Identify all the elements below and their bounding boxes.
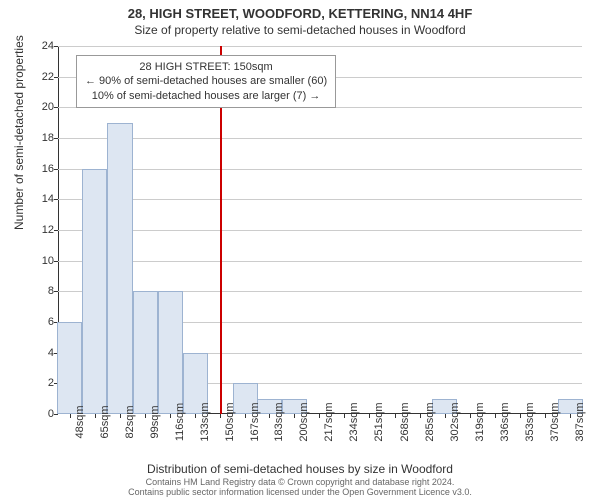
xtick-mark xyxy=(319,414,320,418)
xtick-mark xyxy=(470,414,471,418)
xtick-label: 234sqm xyxy=(348,402,360,441)
xtick-label: 217sqm xyxy=(323,402,335,441)
xtick-label: 302sqm xyxy=(449,402,461,441)
ytick-label: 2 xyxy=(30,377,54,389)
xtick-mark xyxy=(269,414,270,418)
xtick-mark xyxy=(344,414,345,418)
ytick-mark xyxy=(54,77,58,78)
bar xyxy=(158,291,183,414)
xtick-label: 268sqm xyxy=(399,402,411,441)
xtick-mark xyxy=(570,414,571,418)
chart-title-main: 28, HIGH STREET, WOODFORD, KETTERING, NN… xyxy=(0,0,600,21)
x-axis-label: Distribution of semi-detached houses by … xyxy=(0,462,600,476)
xtick-mark xyxy=(369,414,370,418)
gridline-h xyxy=(58,261,582,262)
bar xyxy=(57,322,82,414)
ytick-label: 14 xyxy=(30,193,54,205)
bar xyxy=(82,169,107,414)
y-axis-label: Number of semi-detached properties xyxy=(12,35,26,230)
xtick-label: 183sqm xyxy=(273,402,285,441)
xtick-label: 116sqm xyxy=(174,403,186,441)
license-line-1: Contains HM Land Registry data © Crown c… xyxy=(146,477,455,487)
ytick-mark xyxy=(54,261,58,262)
ytick-label: 6 xyxy=(30,316,54,328)
ytick-label: 18 xyxy=(30,132,54,144)
annotation-line-3: 10% of semi-detached houses are larger (… xyxy=(92,90,321,102)
gridline-h xyxy=(58,230,582,231)
annotation-line-1: 28 HIGH STREET: 150sqm xyxy=(139,61,272,73)
xtick-label: 167sqm xyxy=(249,402,261,441)
xtick-mark xyxy=(520,414,521,418)
xtick-mark xyxy=(395,414,396,418)
ytick-mark xyxy=(54,230,58,231)
xtick-label: 99sqm xyxy=(149,405,161,438)
xtick-mark xyxy=(70,414,71,418)
xtick-label: 65sqm xyxy=(99,405,111,438)
xtick-label: 319sqm xyxy=(474,402,486,441)
ytick-label: 4 xyxy=(30,347,54,359)
ytick-mark xyxy=(54,291,58,292)
xtick-label: 150sqm xyxy=(224,402,236,441)
xtick-mark xyxy=(445,414,446,418)
xtick-label: 133sqm xyxy=(199,402,211,441)
xtick-label: 370sqm xyxy=(549,402,561,441)
ytick-mark xyxy=(54,138,58,139)
annotation-box: 28 HIGH STREET: 150sqm ← 90% of semi-deta… xyxy=(76,55,336,108)
ytick-mark xyxy=(54,199,58,200)
chart-title-sub: Size of property relative to semi-detach… xyxy=(0,21,600,37)
gridline-h xyxy=(58,138,582,139)
ytick-label: 0 xyxy=(30,408,54,420)
xtick-mark xyxy=(220,414,221,418)
ytick-mark xyxy=(54,414,58,415)
xtick-mark xyxy=(145,414,146,418)
ytick-label: 12 xyxy=(30,224,54,236)
xtick-label: 48sqm xyxy=(74,405,86,438)
ytick-label: 24 xyxy=(30,40,54,52)
xtick-mark xyxy=(95,414,96,418)
xtick-mark xyxy=(120,414,121,418)
ytick-label: 22 xyxy=(30,71,54,83)
license-line-2: Contains public sector information licen… xyxy=(128,487,472,497)
xtick-mark xyxy=(195,414,196,418)
ytick-label: 16 xyxy=(30,163,54,175)
ytick-label: 10 xyxy=(30,255,54,267)
gridline-h xyxy=(58,199,582,200)
gridline-h xyxy=(58,169,582,170)
xtick-label: 285sqm xyxy=(424,402,436,441)
xtick-mark xyxy=(170,414,171,418)
gridline-h xyxy=(58,46,582,47)
xtick-label: 353sqm xyxy=(524,402,536,441)
bar xyxy=(107,123,132,414)
xtick-mark xyxy=(245,414,246,418)
xtick-mark xyxy=(545,414,546,418)
license-text: Contains HM Land Registry data © Crown c… xyxy=(0,478,600,498)
ytick-mark xyxy=(54,169,58,170)
ytick-mark xyxy=(54,107,58,108)
ytick-label: 20 xyxy=(30,101,54,113)
ytick-mark xyxy=(54,46,58,47)
ytick-label: 8 xyxy=(30,285,54,297)
xtick-mark xyxy=(495,414,496,418)
xtick-mark xyxy=(294,414,295,418)
xtick-label: 336sqm xyxy=(499,402,511,441)
annotation-line-2: ← 90% of semi-detached houses are smalle… xyxy=(85,75,327,87)
xtick-mark xyxy=(420,414,421,418)
chart-container: 28, HIGH STREET, WOODFORD, KETTERING, NN… xyxy=(0,0,600,500)
xtick-label: 82sqm xyxy=(124,405,136,438)
xtick-label: 387sqm xyxy=(574,402,586,441)
xtick-label: 200sqm xyxy=(298,402,310,441)
xtick-label: 251sqm xyxy=(373,402,385,441)
bar xyxy=(133,291,158,414)
